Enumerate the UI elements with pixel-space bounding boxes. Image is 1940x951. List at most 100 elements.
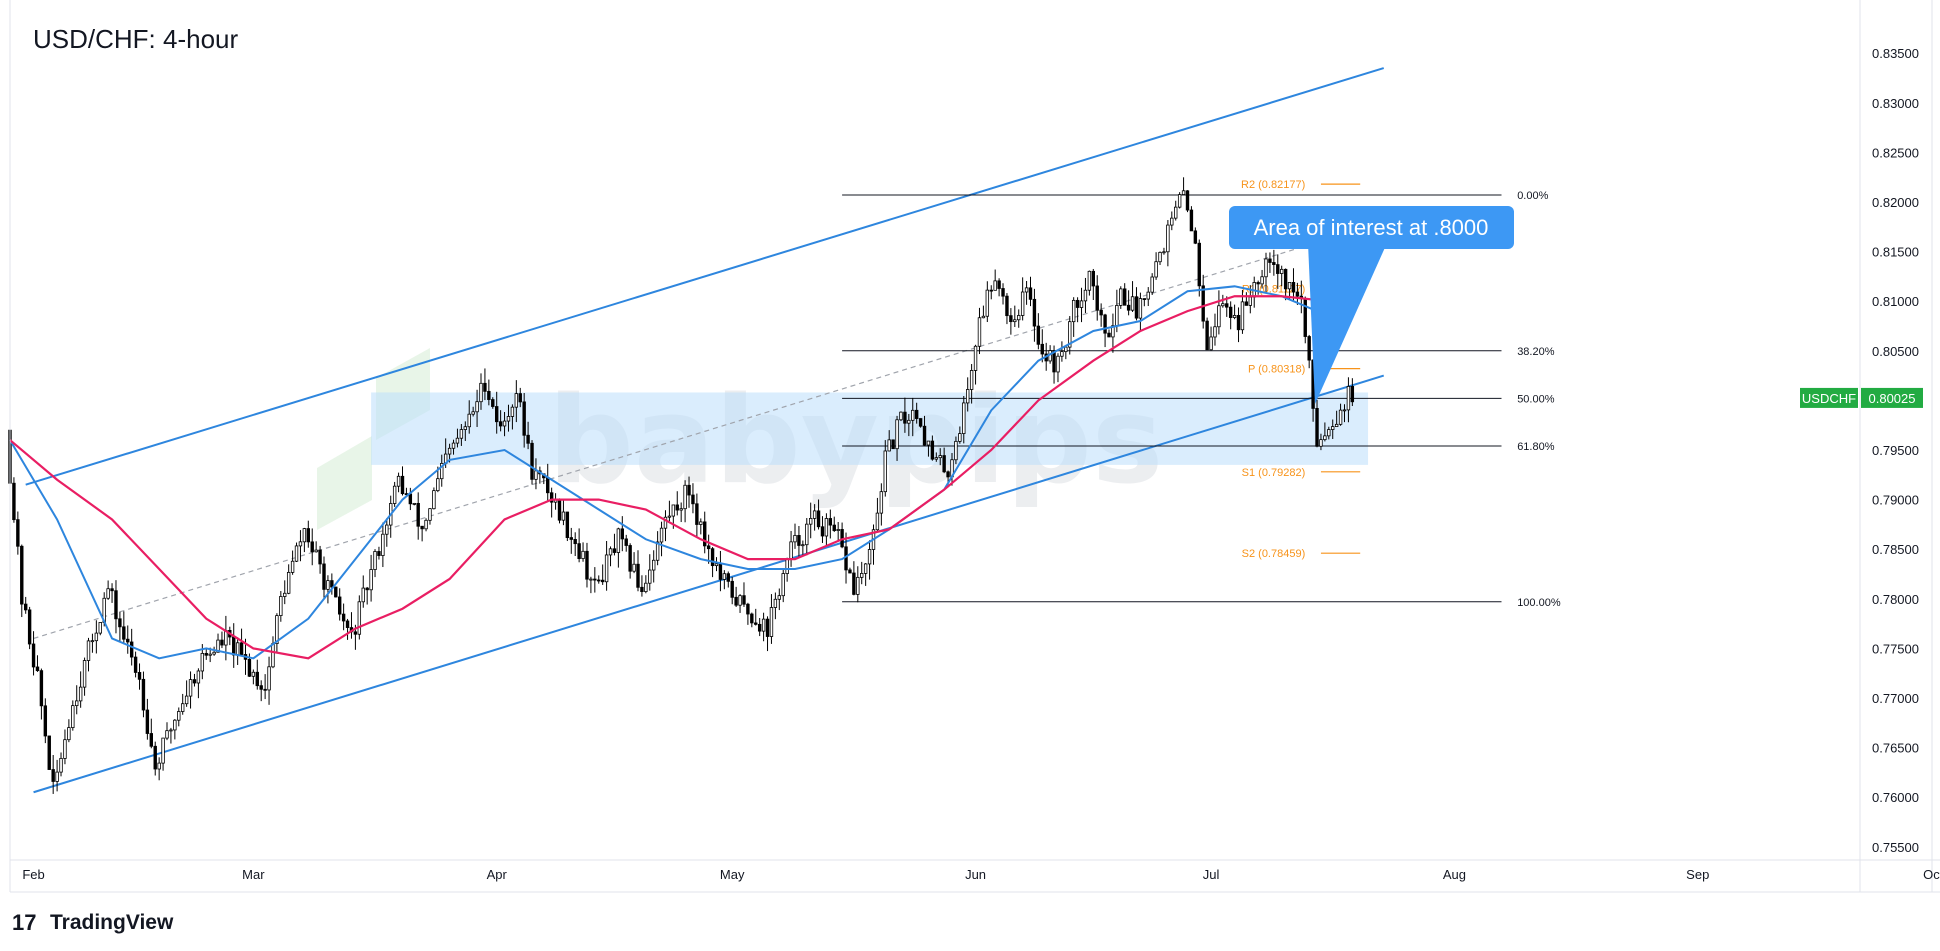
- candle-body: [1225, 303, 1229, 308]
- candle-body: [1162, 251, 1166, 254]
- candle-body: [1154, 261, 1158, 278]
- candle-body: [742, 595, 746, 605]
- candle-body: [761, 618, 766, 632]
- candle-body: [1240, 301, 1245, 331]
- candle-body: [675, 504, 679, 511]
- candle-body: [597, 579, 601, 582]
- candle-body: [569, 537, 573, 540]
- candle-body: [98, 622, 102, 634]
- candle-body: [1009, 315, 1013, 323]
- candle-body: [809, 518, 813, 525]
- candle-body: [494, 406, 499, 423]
- candle-body: [1248, 296, 1252, 306]
- candle-body: [279, 596, 283, 616]
- candle-body: [860, 573, 864, 578]
- candle-body: [1346, 386, 1351, 411]
- price-tick-label: 0.77500: [1872, 641, 1919, 656]
- candle-body: [310, 541, 314, 553]
- chart-title: USD/CHF: 4-hour: [33, 24, 238, 54]
- fib-level-label: 61.80%: [1517, 441, 1555, 453]
- candle-body: [911, 409, 915, 421]
- candle-body: [483, 382, 487, 392]
- candle-body: [475, 401, 479, 413]
- candle-body: [903, 411, 907, 424]
- candle-body: [43, 705, 48, 737]
- candle-body: [1197, 242, 1201, 287]
- candle-body: [1146, 291, 1150, 300]
- candle-body: [820, 526, 825, 537]
- candle-body: [1264, 258, 1268, 278]
- candle-body: [373, 551, 377, 570]
- candle-body: [887, 439, 891, 452]
- candle-body: [730, 580, 734, 598]
- candle-body: [856, 576, 860, 595]
- candle-body: [946, 471, 950, 478]
- candle-body: [593, 578, 597, 581]
- candle-body: [522, 401, 526, 436]
- candle-body: [683, 484, 687, 510]
- price-tick-label: 0.82000: [1872, 195, 1919, 210]
- candle-body: [16, 519, 20, 547]
- candle-body: [989, 289, 993, 292]
- candle-body: [35, 666, 40, 672]
- channel-upper-line: [25, 67, 1385, 486]
- tradingview-logo[interactable]: 17 TradingView: [12, 910, 174, 935]
- candle-body: [173, 719, 177, 731]
- candle-body: [652, 559, 656, 571]
- candle-body: [1017, 315, 1021, 321]
- candle-body: [294, 545, 299, 562]
- candle-body: [424, 519, 428, 530]
- candle-body: [145, 709, 150, 734]
- candle-body: [1327, 429, 1331, 437]
- candle-body: [769, 607, 774, 637]
- candle-body: [1205, 320, 1209, 351]
- candle-body: [1334, 423, 1339, 427]
- candle-body: [1111, 325, 1115, 338]
- candle-body: [1283, 268, 1288, 290]
- candle-body: [67, 727, 71, 741]
- candle-body: [1130, 296, 1135, 311]
- candle-body: [836, 529, 840, 531]
- candle-body: [565, 511, 570, 538]
- candle-body: [1020, 291, 1025, 316]
- candle-body: [1103, 314, 1107, 334]
- candle-body: [801, 544, 805, 547]
- candle-body: [1244, 301, 1249, 306]
- candle-body: [1142, 298, 1147, 300]
- price-tick-label: 0.75500: [1872, 840, 1919, 855]
- candle-body: [283, 592, 287, 597]
- candle-body: [1228, 306, 1233, 318]
- candle-body: [687, 484, 691, 496]
- candle-body: [27, 609, 32, 645]
- candle-body: [1177, 194, 1182, 208]
- candle-body: [648, 569, 652, 584]
- candle-body: [1123, 288, 1127, 306]
- tradingview-logo-text: TradingView: [50, 911, 174, 934]
- candle-body: [1040, 343, 1044, 355]
- candle-body: [118, 618, 122, 628]
- candle-body: [977, 317, 982, 347]
- candle-body: [157, 762, 161, 770]
- candle-body: [962, 402, 966, 434]
- candle-body: [938, 455, 942, 459]
- candle-body: [259, 685, 263, 690]
- candle-body: [71, 705, 75, 728]
- candle-body: [1138, 298, 1143, 319]
- candle-body: [620, 528, 624, 540]
- candle-body: [1323, 435, 1327, 441]
- candle-body: [1307, 336, 1311, 361]
- pivot-level-label: R2 (0.82177): [1241, 179, 1305, 191]
- candle-body: [722, 573, 727, 580]
- candle-body: [298, 541, 303, 547]
- time-axis[interactable]: FebMarAprMayJunJulAugSepOctNov: [22, 867, 1940, 882]
- candle-body: [122, 626, 126, 640]
- candle-body: [381, 533, 385, 556]
- candle-body: [718, 563, 723, 580]
- candle-body: [942, 455, 946, 473]
- candle-body: [1119, 288, 1123, 306]
- candle-body: [1213, 326, 1217, 338]
- candle-body: [879, 491, 884, 514]
- candle-body: [867, 549, 872, 565]
- candle-body: [39, 670, 44, 707]
